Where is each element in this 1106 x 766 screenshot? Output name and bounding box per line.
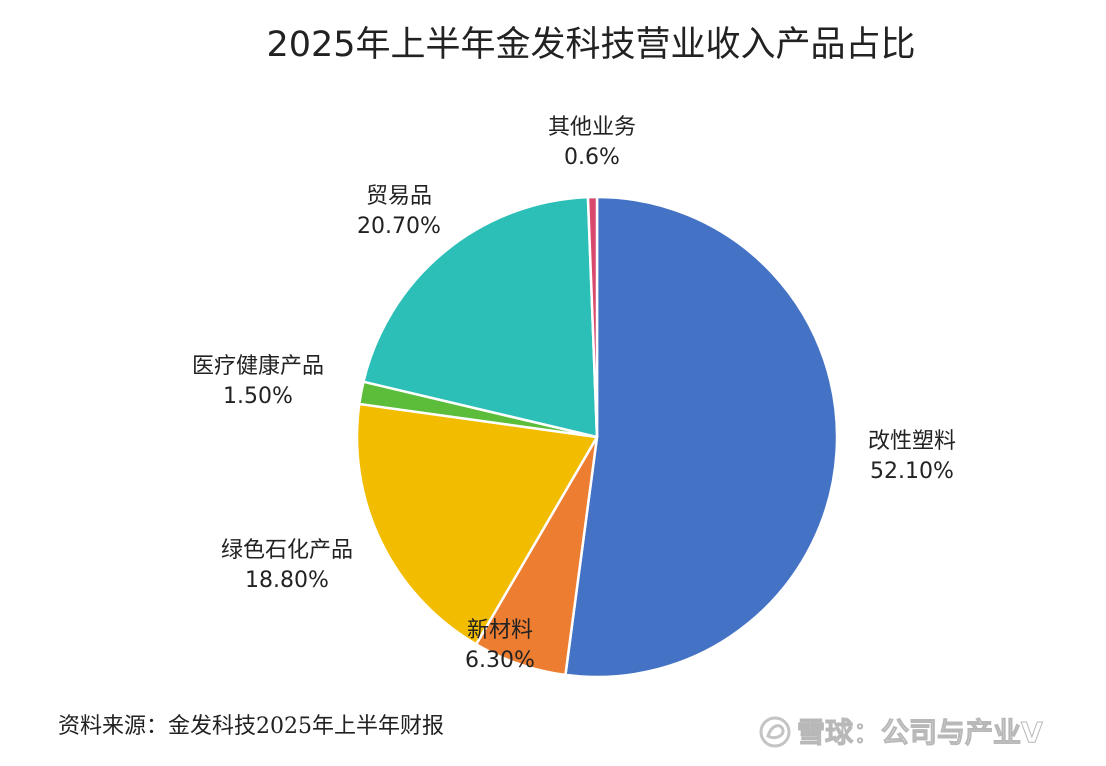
- slice-label-value: 52.10%: [870, 459, 954, 484]
- slice-label-value: 0.6%: [564, 145, 620, 170]
- slice-label-name: 新材料: [467, 618, 533, 643]
- pie-labels: 改性塑料 52.10% 新材料 6.30% 绿色石化产品 18.80% 医疗健康产品 1.50…: [192, 115, 956, 673]
- pie-slice-6: [586, 195, 599, 439]
- slice-label-name: 绿色石化产品: [221, 538, 353, 563]
- pie-slices: [355, 195, 839, 679]
- slice-label-name: 医疗健康产品: [192, 354, 324, 379]
- slice-label-value: 1.50%: [223, 384, 293, 409]
- slice-label-value: 20.70%: [357, 214, 441, 239]
- pie-slice-3: [355, 402, 599, 646]
- snowball-icon: [759, 716, 791, 748]
- pie-slice-1: [564, 195, 839, 679]
- slice-label-name: 贸易品: [366, 184, 432, 209]
- slice-label-name: 其他业务: [548, 115, 636, 140]
- watermark-text: 雪球：公司与产业V: [797, 716, 1043, 749]
- slice-label-value: 18.80%: [245, 568, 329, 593]
- chart-title: 2025年上半年金发科技营业收入产品占比: [266, 25, 915, 65]
- slice-label-name: 改性塑料: [868, 429, 956, 454]
- slice-label-value: 6.30%: [465, 648, 535, 673]
- source-note: 资料来源：金发科技2025年上半年财报: [58, 714, 444, 739]
- pie-slice-5: [362, 195, 599, 439]
- watermark: 雪球：公司与产业V: [759, 716, 1044, 750]
